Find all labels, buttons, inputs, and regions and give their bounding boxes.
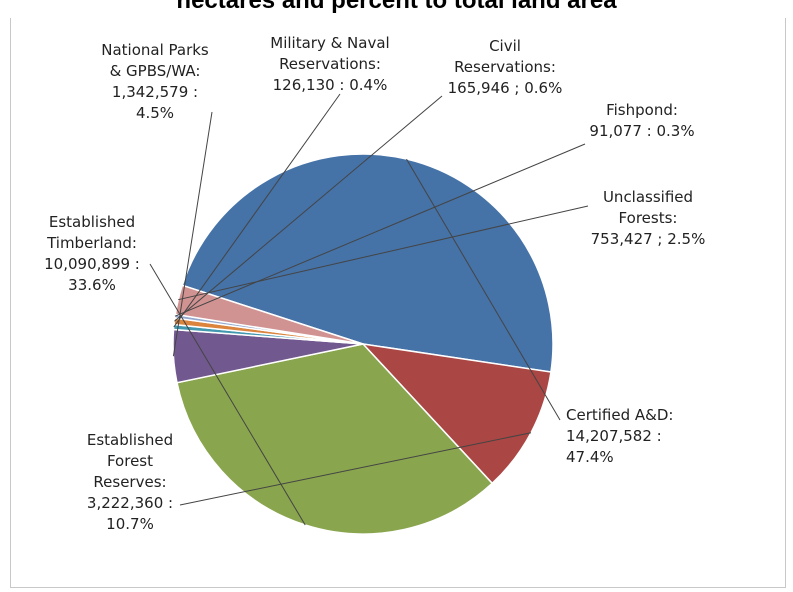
data-label-line: 33.6% [68, 276, 116, 294]
data-label-line: Fishpond: [606, 101, 678, 119]
data-label-line: Military & Naval [270, 34, 389, 52]
leader-line-timberland [149, 263, 306, 526]
data-label-line: Established [49, 213, 135, 231]
data-label-line: Reserves: [93, 473, 166, 491]
leader-line-civil-reservations [174, 95, 443, 322]
chart-title: hectares and percent to total land area [176, 0, 617, 14]
data-label-line: Civil [489, 37, 521, 55]
pie-slice-certified-ad [181, 153, 554, 373]
data-label-line: 14,207,582 : [566, 427, 662, 445]
leader-line-national-parks [172, 111, 213, 357]
leader-line-military-naval [173, 93, 341, 328]
data-label-line: Forest [107, 452, 153, 470]
data-label-line: & GPBS/WA: [110, 62, 201, 80]
leader-line-forest-reserves [179, 432, 532, 506]
data-label-timberland: Established Timberland: 10,090,899 : 33.6% [44, 213, 140, 294]
data-label-line: Reservations: [454, 58, 556, 76]
data-label-line: 3,222,360 : [87, 494, 173, 512]
data-label-line: 10.7% [106, 515, 154, 533]
leader-line-fishpond [174, 143, 586, 317]
data-label-line: National Parks [101, 41, 209, 59]
data-label-line: Certified A&D: [566, 406, 673, 424]
data-label-line: Established [87, 431, 173, 449]
leader-line-certified-ad [406, 158, 561, 421]
data-label-line: 4.5% [136, 104, 174, 122]
data-label-line: 47.4% [566, 448, 614, 466]
data-label-certified-ad: Certified A&D: 14,207,582 : 47.4% [566, 406, 673, 466]
data-label-line: Unclassified [603, 188, 693, 206]
data-label-forest-reserves: Established Forest Reserves: 3,222,360 : 10.… [87, 431, 173, 533]
data-label-line: Forests: [619, 209, 678, 227]
chart-frame [10, 18, 786, 588]
data-label-line: Reservations: [279, 55, 381, 73]
data-label-line: 165,946 ; 0.6% [448, 79, 563, 97]
data-label-line: 753,427 ; 2.5% [591, 230, 706, 248]
data-label-line: 126,130 : 0.4% [273, 76, 388, 94]
data-label-military-naval: Military & Naval Reservations: 126,130 : 0… [270, 34, 389, 94]
data-label-fishpond: Fishpond: 91,077 : 0.3% [589, 101, 694, 140]
data-label-line: 91,077 : 0.3% [589, 122, 694, 140]
leader-line-unclassified-forests [178, 205, 589, 301]
data-label-line: Timberland: [46, 234, 137, 252]
data-label-civil-reservations: Civil Reservations: 165,946 ; 0.6% [448, 37, 563, 97]
data-label-national-parks: National Parks & GPBS/WA: 1,342,579 : 4.5% [101, 41, 209, 122]
data-label-unclassified-forests: Unclassified Forests: 753,427 ; 2.5% [591, 188, 706, 248]
pie-slice-forest-reserves [360, 342, 552, 485]
data-label-line: 10,090,899 : [44, 255, 140, 273]
data-label-line: 1,342,579 : [112, 83, 198, 101]
